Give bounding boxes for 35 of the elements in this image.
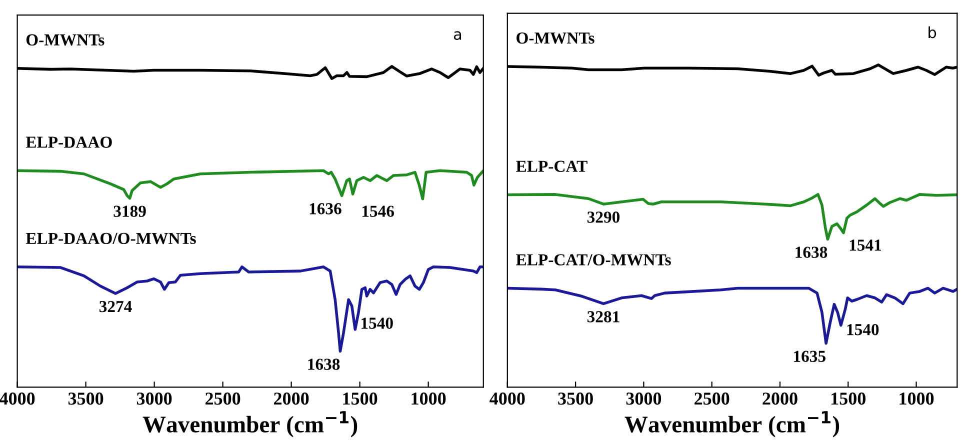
annotation: 1546 bbox=[362, 206, 394, 217]
annotation: 1638 bbox=[308, 358, 340, 370]
x-tick-label: 1000 bbox=[900, 392, 934, 405]
series-label: ELP-DAAO/O-MWNTs bbox=[26, 232, 196, 244]
annotation: 1638 bbox=[796, 246, 828, 258]
annotation: 1636 bbox=[310, 203, 342, 214]
x-tick-label: 1500 bbox=[832, 392, 866, 405]
annotation: 1540 bbox=[362, 318, 393, 329]
x-tick-label: 2000 bbox=[274, 392, 309, 405]
x-tick-label: 2500 bbox=[694, 392, 730, 405]
x-tick-label: 3500 bbox=[558, 392, 593, 405]
annotation: 1540 bbox=[847, 324, 879, 336]
text: a bbox=[454, 31, 462, 40]
annotation: 1635 bbox=[794, 350, 826, 362]
annotation: 1541 bbox=[850, 240, 882, 251]
annotation: 3274 bbox=[99, 300, 132, 312]
x-tick-label: 4000 bbox=[490, 392, 525, 405]
annotation: 3290 bbox=[587, 212, 620, 223]
series-label: ELP-DAAO bbox=[26, 136, 112, 148]
series-label: O-MWNTs bbox=[26, 34, 104, 46]
x-tick-label: 3500 bbox=[68, 392, 104, 405]
x-tick-label: 3000 bbox=[626, 392, 662, 405]
x-axis-title: Wavenumber (cm$^{−1}$) bbox=[624, 411, 840, 438]
x-tick-label: 2500 bbox=[206, 392, 240, 405]
x-axis-title: Wavenumber (cm$^{−1}$) bbox=[142, 411, 358, 438]
x-tick-label: 3000 bbox=[136, 392, 172, 405]
x-tick-label: 1000 bbox=[412, 392, 446, 405]
x-tick-label: 2000 bbox=[762, 392, 798, 405]
series-label: ELP-CAT/O-MWNTs bbox=[516, 254, 671, 266]
text: b bbox=[928, 26, 936, 38]
annotation: 3281 bbox=[587, 311, 620, 322]
series-label: O-MWNTs bbox=[516, 32, 594, 44]
annotation: 3189 bbox=[114, 206, 146, 217]
series-label: ELP-CAT bbox=[516, 160, 588, 172]
x-tick-label: 1500 bbox=[343, 392, 378, 405]
